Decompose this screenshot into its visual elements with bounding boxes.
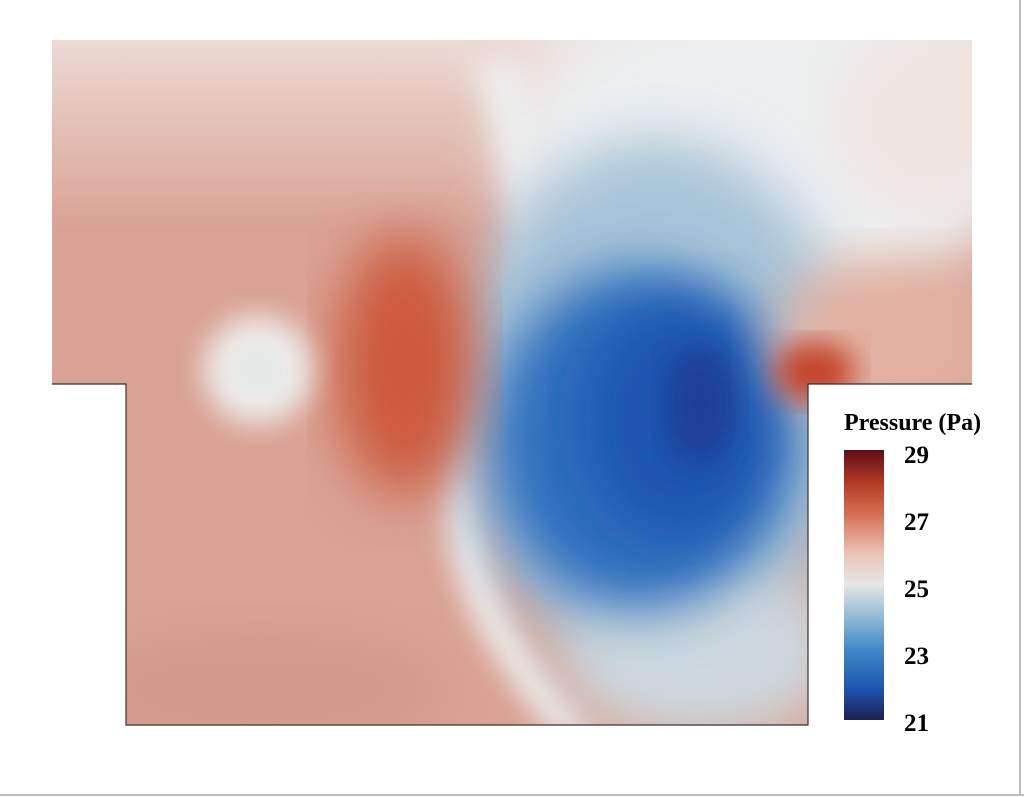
colorbar-tick-label: 27	[904, 509, 929, 536]
field-high-core	[380, 325, 430, 405]
field-lower-band	[70, 630, 450, 725]
frame-border-right	[1019, 0, 1021, 796]
colorbar-gradient	[844, 450, 884, 720]
colorbar-title: Pressure (Pa)	[844, 410, 982, 436]
pressure-field	[52, 40, 972, 725]
colorbar-tick-label: 23	[904, 643, 929, 670]
field-neutral-circle-core	[240, 352, 276, 388]
colorbar-tick-label: 21	[904, 710, 929, 737]
field-neutral-corner	[840, 40, 972, 210]
domain-outline	[52, 383, 972, 726]
colorbar-tick-label: 29	[904, 442, 929, 469]
field-low-core	[665, 345, 735, 465]
frame-border-bottom	[0, 794, 1024, 796]
field-high-core-right	[775, 342, 855, 402]
colorbar-tick-label: 25	[904, 576, 929, 603]
